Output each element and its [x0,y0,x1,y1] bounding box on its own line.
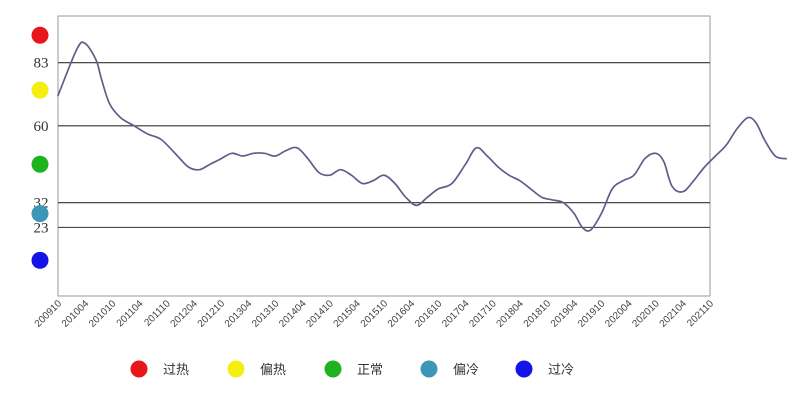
x-tick-label: 201010 [87,298,119,330]
x-tick-label: 201604 [386,298,418,330]
x-tick-label: 200910 [33,298,65,330]
legend-marker-0 [130,360,148,378]
y-tick-label: 83 [34,56,49,72]
x-tick-label: 201904 [549,298,581,330]
x-tick-label: 202010 [630,298,662,330]
legend-marker-4 [515,360,533,378]
x-tick-label: 201310 [250,298,282,330]
status-dot-1 [31,81,49,99]
status-indicator-dots [31,26,49,269]
status-dot-3 [31,205,49,223]
status-dot-4 [31,251,49,269]
legend-label: 过冷 [548,363,574,378]
status-dot-0 [31,26,49,44]
x-tick-label: 201504 [332,298,364,330]
legend-label: 偏热 [260,363,286,378]
x-tick-label: 201304 [223,298,255,330]
legend-label: 正常 [357,363,383,378]
x-tick-label: 202110 [685,298,716,329]
x-tick-label: 202104 [658,298,690,330]
legend: 过热 偏热 正常 偏冷 过冷 [130,360,574,378]
legend-marker-1 [227,360,245,378]
y-tick-label: 23 [34,220,49,236]
legend-marker-2 [324,360,342,378]
x-tick-label: 201004 [60,298,92,330]
x-tick-label: 201410 [304,298,336,330]
status-dot-2 [31,155,49,173]
legend-marker-3 [420,360,438,378]
x-tick-label: 202004 [603,298,635,330]
legend-label: 偏冷 [453,363,479,378]
x-tick-label: 201910 [576,298,608,330]
legend-label: 过热 [163,363,189,378]
x-axis-tick-labels: 2009102010042010102011042011102012042012… [33,298,717,330]
plot-frame [57,15,711,297]
x-tick-label: 201710 [467,298,499,330]
x-tick-label: 201110 [142,298,173,329]
x-tick-label: 201104 [115,298,146,329]
x-tick-label: 201704 [440,298,472,330]
threshold-lines [58,62,710,228]
x-tick-label: 201804 [495,298,527,330]
x-tick-label: 201204 [169,298,201,330]
x-tick-label: 201210 [196,298,228,330]
x-tick-label: 201510 [359,298,391,330]
x-tick-label: 201810 [522,298,554,330]
y-tick-label: 60 [34,119,49,135]
x-tick-label: 201404 [277,298,309,330]
x-tick-label: 201610 [413,298,445,330]
series-line [57,41,787,232]
